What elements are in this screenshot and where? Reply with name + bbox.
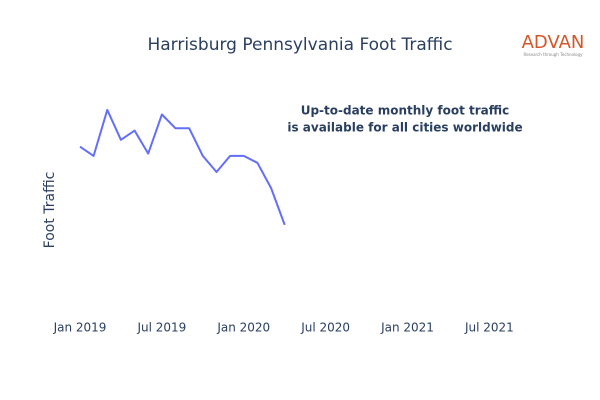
x-tick-label: Jul 2021 (464, 321, 514, 335)
x-tick-label: Jan 2021 (380, 321, 434, 335)
x-tick-label: Jan 2020 (216, 321, 270, 335)
annotation: Up-to-date monthly foot traffic (301, 104, 510, 118)
line (79, 108, 286, 226)
logo-tagline: Research through Technology (523, 52, 583, 57)
y-axis-label: Foot Traffic (42, 172, 58, 249)
chart-title: Harrisburg Pennsylvania Foot Traffic (147, 35, 452, 55)
logo: ADVAN (522, 32, 585, 53)
x-tick-label: Jan 2019 (53, 321, 107, 335)
x-tick-label: Jul 2020 (300, 321, 350, 335)
annotation: is available for all cities worldwide (287, 121, 522, 135)
x-tick-label: Jul 2019 (136, 321, 186, 335)
